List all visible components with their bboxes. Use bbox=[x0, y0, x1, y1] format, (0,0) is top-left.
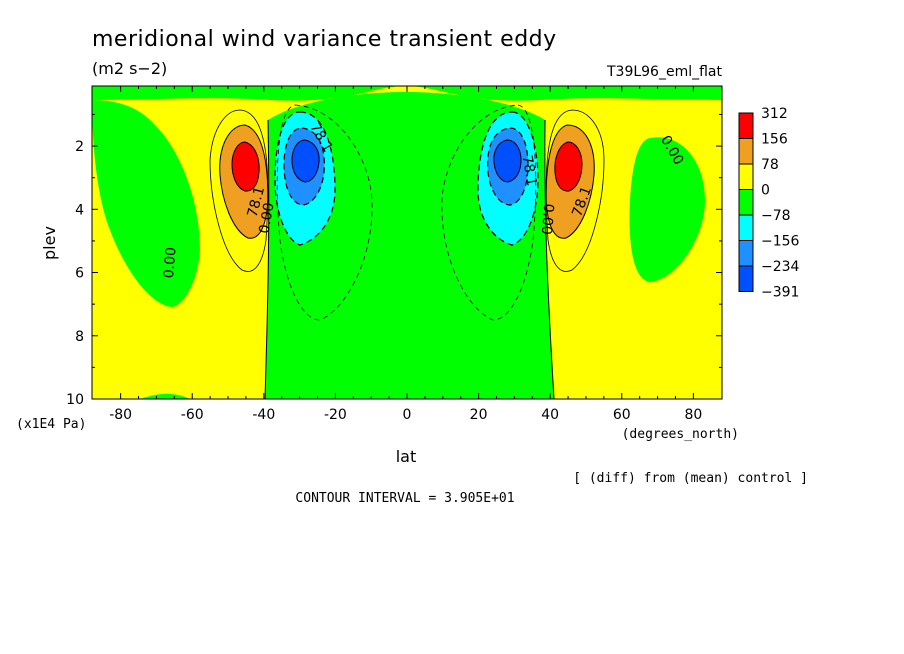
color-legend: 312 156 78 0 −78 −156 −234 −391 bbox=[738, 106, 800, 301]
y-tick-label: 10 bbox=[66, 392, 84, 408]
y-tick-label: 2 bbox=[75, 139, 84, 155]
x-tick-label: -20 bbox=[324, 407, 347, 423]
bottom-left-green-sliver bbox=[140, 393, 190, 399]
y-tick-label: 8 bbox=[75, 329, 84, 345]
y-axis-ticks: 2 4 6 8 10 bbox=[66, 113, 722, 408]
left-thin-positive-contour bbox=[209, 109, 269, 272]
right-zero-contour bbox=[544, 119, 555, 399]
y-tick-label: 4 bbox=[75, 202, 84, 218]
x-axis-units: (degrees_north) bbox=[622, 427, 739, 442]
x-tick-label: 60 bbox=[613, 407, 631, 423]
top-green-band bbox=[92, 86, 722, 101]
right-green-cell bbox=[629, 137, 705, 282]
left-red-core bbox=[231, 141, 260, 192]
legend-swatch bbox=[738, 112, 754, 139]
y-axis-label: plev bbox=[40, 226, 59, 260]
x-tick-label: 80 bbox=[684, 407, 702, 423]
x-tick-label: 40 bbox=[541, 407, 559, 423]
legend-swatch bbox=[738, 189, 754, 216]
legend-level-label: 0 bbox=[761, 183, 770, 199]
chart-units: (m2 s−2) bbox=[92, 59, 167, 78]
chart-title: meridional wind variance transient eddy bbox=[92, 27, 557, 52]
x-axis-ticks: -80 -60 -40 -20 0 20 40 60 80 bbox=[109, 86, 702, 423]
right-thin-positive-contour bbox=[545, 109, 605, 272]
legend-swatch bbox=[738, 214, 754, 241]
contour-interval: CONTOUR INTERVAL = 3.905E+01 bbox=[295, 491, 514, 506]
right-deep-blue-core bbox=[493, 139, 522, 183]
legend-level-label: −391 bbox=[761, 285, 799, 301]
legend-swatch bbox=[738, 265, 754, 292]
run-name: T39L96_eml_flat bbox=[606, 64, 723, 80]
contour-label: 0.00 bbox=[538, 203, 557, 235]
left-green-cell bbox=[92, 100, 200, 307]
legend-level-label: 312 bbox=[761, 106, 788, 122]
legend-swatch bbox=[738, 138, 754, 165]
legend-swatch bbox=[738, 240, 754, 267]
right-thin-negative-contour bbox=[441, 104, 537, 321]
left-deep-blue-core bbox=[291, 139, 320, 183]
legend-level-label: −234 bbox=[761, 259, 800, 275]
y-axis-units: (x1E4 Pa) bbox=[16, 417, 86, 432]
legend-level-label: 156 bbox=[761, 132, 788, 148]
legend-swatch bbox=[738, 163, 754, 190]
x-tick-label: -80 bbox=[109, 407, 132, 423]
right-red-core bbox=[554, 141, 583, 192]
contour-label: 0.00 bbox=[256, 201, 277, 234]
left-zero-contour bbox=[264, 119, 270, 399]
y-tick-label: 6 bbox=[75, 266, 84, 282]
legend-level-label: −156 bbox=[761, 234, 800, 250]
contour-label: 0.00 bbox=[161, 246, 180, 278]
contour-label: 78.1 bbox=[245, 185, 269, 219]
x-tick-label: 0 bbox=[403, 407, 412, 423]
x-tick-label: -40 bbox=[252, 407, 275, 423]
diff-note: [ (diff) from (mean) control ] bbox=[573, 471, 808, 486]
x-axis-label: lat bbox=[396, 447, 417, 466]
legend-level-label: 78 bbox=[761, 157, 779, 173]
x-tick-label: 20 bbox=[470, 407, 488, 423]
contour-label: 78.1 bbox=[518, 154, 539, 187]
legend-level-label: −78 bbox=[761, 208, 791, 224]
x-tick-label: -60 bbox=[181, 407, 204, 423]
